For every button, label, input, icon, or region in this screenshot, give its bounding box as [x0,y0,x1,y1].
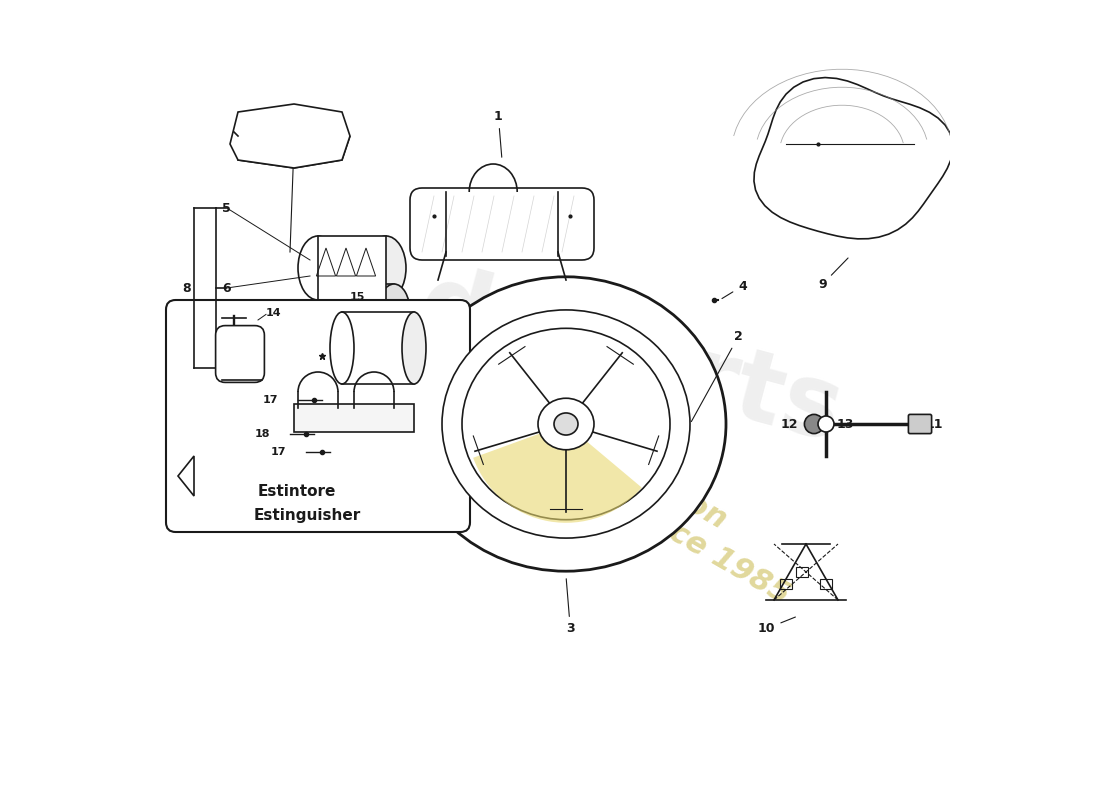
Text: 11: 11 [926,418,944,430]
Text: 18: 18 [254,429,270,438]
Bar [796,567,807,577]
Text: 1: 1 [494,110,503,158]
Ellipse shape [406,277,726,571]
Polygon shape [338,284,394,340]
Text: 5: 5 [222,202,231,214]
Text: 3: 3 [566,578,574,635]
Bar [780,579,792,589]
Text: Estintore: Estintore [258,484,337,499]
Text: 17: 17 [271,447,286,457]
FancyBboxPatch shape [909,414,932,434]
Text: 2: 2 [691,330,742,422]
Text: 17: 17 [263,395,278,405]
Text: 7: 7 [222,362,231,374]
Text: 13: 13 [836,418,854,430]
Polygon shape [238,136,350,168]
Ellipse shape [298,236,338,300]
Ellipse shape [538,398,594,450]
Text: 9: 9 [818,258,848,291]
Text: daparts: daparts [407,257,852,463]
Text: 15: 15 [350,292,365,302]
Ellipse shape [804,414,824,434]
Text: 14: 14 [266,308,282,318]
FancyBboxPatch shape [410,188,594,260]
Ellipse shape [818,416,834,432]
Ellipse shape [378,284,410,340]
Polygon shape [754,78,953,239]
Polygon shape [294,324,358,396]
Polygon shape [318,236,386,300]
Polygon shape [178,456,194,496]
Ellipse shape [322,284,354,340]
Text: 12: 12 [781,418,798,430]
FancyBboxPatch shape [166,300,470,532]
Text: 16: 16 [398,408,414,418]
Text: Estinguisher: Estinguisher [254,508,361,523]
Ellipse shape [442,310,690,538]
Bar [821,579,832,589]
Bar [294,404,414,432]
Ellipse shape [366,236,406,300]
Polygon shape [230,104,350,168]
Text: a passion
for parts since 1985: a passion for parts since 1985 [481,382,812,610]
Ellipse shape [330,312,354,384]
Wedge shape [473,424,641,522]
Text: 6: 6 [222,282,231,294]
FancyBboxPatch shape [216,326,264,382]
Text: 10: 10 [758,617,795,635]
Ellipse shape [462,328,670,520]
Text: 8: 8 [182,282,190,294]
Text: 4: 4 [722,279,747,298]
Ellipse shape [402,312,426,384]
Ellipse shape [554,413,578,435]
